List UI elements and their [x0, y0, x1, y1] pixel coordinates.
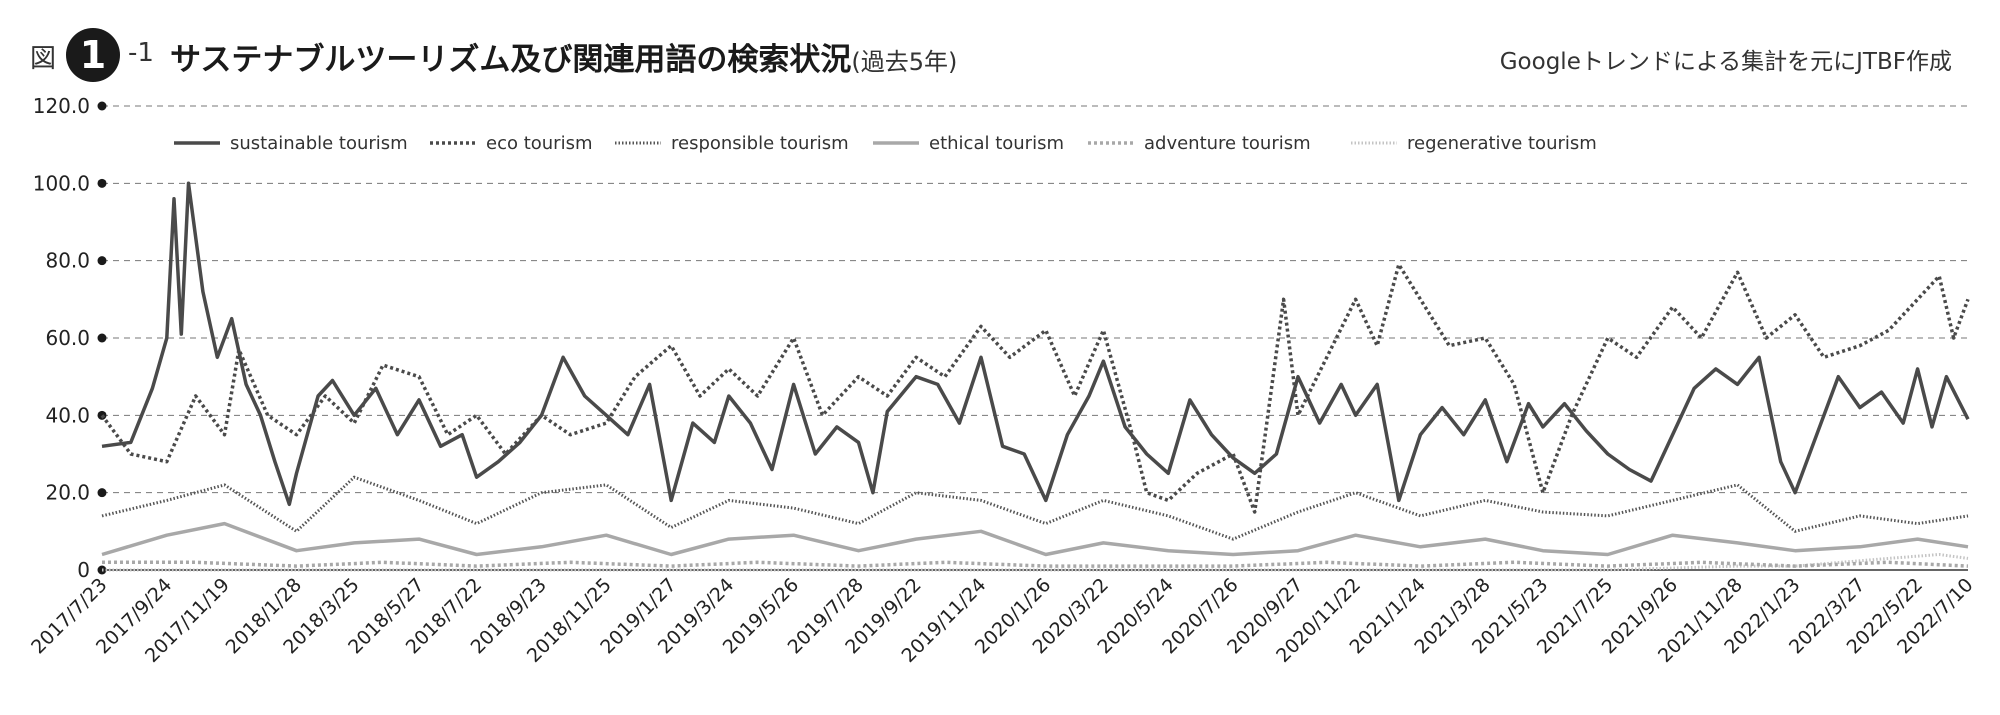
y-axis: 0 20.0 40.0 60.0 80.0 100.0 120.0	[33, 94, 107, 582]
series-line-regenerative-tourism	[102, 553, 1969, 572]
legend-label: responsible tourism	[671, 133, 849, 154]
y-tick-label: 100.0	[33, 171, 90, 195]
gridlines	[102, 105, 1968, 571]
figure-source: Googleトレンドによる集計を元にJTBF作成	[1499, 49, 1952, 75]
y-tick-label: 120.0	[33, 94, 90, 118]
series-lines	[100, 181, 1970, 572]
figure-title: サステナブルツーリズム及び関連用語の検索状況(過去5年)	[170, 34, 957, 79]
series-line-adventure-tourism	[102, 560, 1969, 568]
figure-period: (過去5年)	[851, 48, 958, 76]
series-line-responsible-tourism	[101, 475, 1969, 541]
figure-header: 図 1 -1 サステナブルツーリズム及び関連用語の検索状況(過去5年) Goog…	[0, 0, 2000, 100]
y-tick-label: 80.0	[45, 249, 90, 273]
x-axis: 2017/7/232017/9/242017/11/192018/1/28201…	[27, 574, 1977, 667]
y-tick-marker	[97, 333, 107, 343]
legend-label: adventure tourism	[1144, 133, 1311, 154]
y-tick-marker	[97, 101, 107, 111]
figure-number-badge: 1	[66, 28, 120, 82]
series-line-sustainable-tourism	[101, 181, 1970, 507]
y-tick-label: 60.0	[45, 326, 90, 350]
figure-title-text: サステナブルツーリズム及び関連用語の検索状況	[170, 42, 852, 78]
figure-prefix: 図	[30, 44, 57, 74]
legend-label: eco tourism	[486, 133, 593, 154]
y-tick-marker	[97, 488, 107, 498]
y-tick-label: 40.0	[45, 403, 90, 427]
legend: sustainable tourism eco tourism responsibl…	[174, 133, 1597, 154]
y-tick-marker	[97, 178, 107, 188]
y-tick-label: 20.0	[45, 481, 90, 505]
y-tick-label: 0	[77, 558, 90, 582]
legend-label: regenerative tourism	[1407, 133, 1597, 154]
series-line-ethical-tourism	[101, 521, 1969, 557]
legend-label: ethical tourism	[929, 133, 1064, 154]
figure-sub-number: -1	[128, 38, 154, 68]
y-tick-marker	[97, 256, 107, 266]
legend-label: sustainable tourism	[230, 133, 408, 154]
